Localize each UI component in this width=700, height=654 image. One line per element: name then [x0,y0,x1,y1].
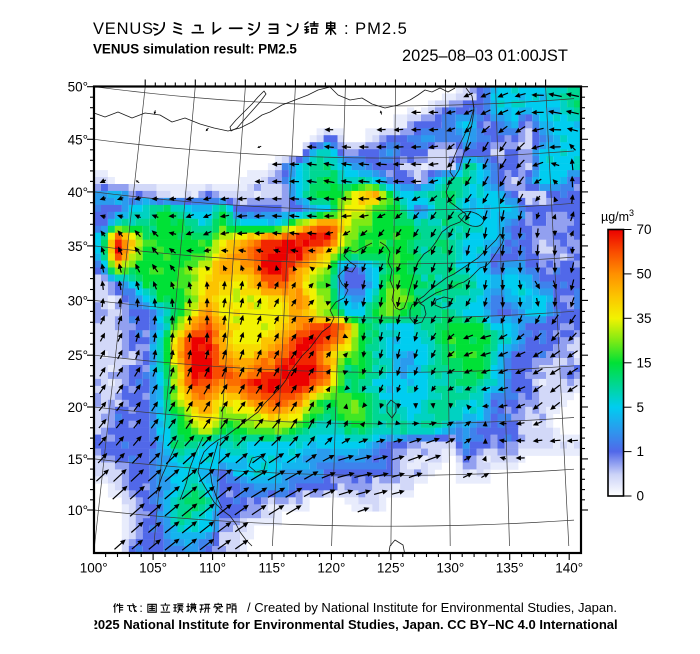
svg-text:15: 15 [637,355,652,370]
svg-text:1: 1 [637,444,645,459]
svg-text:100°: 100° [80,561,108,576]
svg-text:0: 0 [637,489,645,504]
svg-text:30°: 30° [68,293,88,308]
svg-text:110°: 110° [199,561,226,576]
svg-text:45°: 45° [68,132,88,147]
svg-text:70: 70 [637,222,652,237]
svg-text:135°: 135° [496,561,524,576]
svg-text:35: 35 [637,311,652,326]
svg-text:25°: 25° [68,348,88,363]
svg-text:130°: 130° [436,561,464,576]
svg-text:µg/m3: µg/m3 [601,208,634,224]
svg-text:VENUS: VENUS [93,20,154,38]
svg-text:15°: 15° [68,452,88,467]
svg-text:10°: 10° [68,503,88,518]
svg-text:/ Created by National Institut: / Created by National Institute for Envi… [247,600,617,615]
svg-text:40°: 40° [68,185,88,200]
svg-text:115°: 115° [259,561,286,576]
svg-text:VENUS simulation result: PM2.5: VENUS simulation result: PM2.5 [93,42,297,57]
svg-text:140°: 140° [555,561,583,576]
svg-text:5: 5 [637,400,645,415]
svg-text:2025–08–03 01:00JST: 2025–08–03 01:00JST [402,47,568,65]
svg-text:125°: 125° [377,561,405,576]
svg-text:50: 50 [637,267,652,282]
svg-text:©2025 National Institute for E: ©2025 National Institute for Environment… [81,617,618,632]
svg-text:120°: 120° [317,561,345,576]
svg-text:35°: 35° [68,239,88,254]
svg-text:105°: 105° [139,561,167,576]
svg-text:50°: 50° [68,80,88,95]
svg-text::: : [139,601,142,615]
svg-text:20°: 20° [68,400,88,415]
svg-text:: PM2.5: : PM2.5 [344,20,408,38]
